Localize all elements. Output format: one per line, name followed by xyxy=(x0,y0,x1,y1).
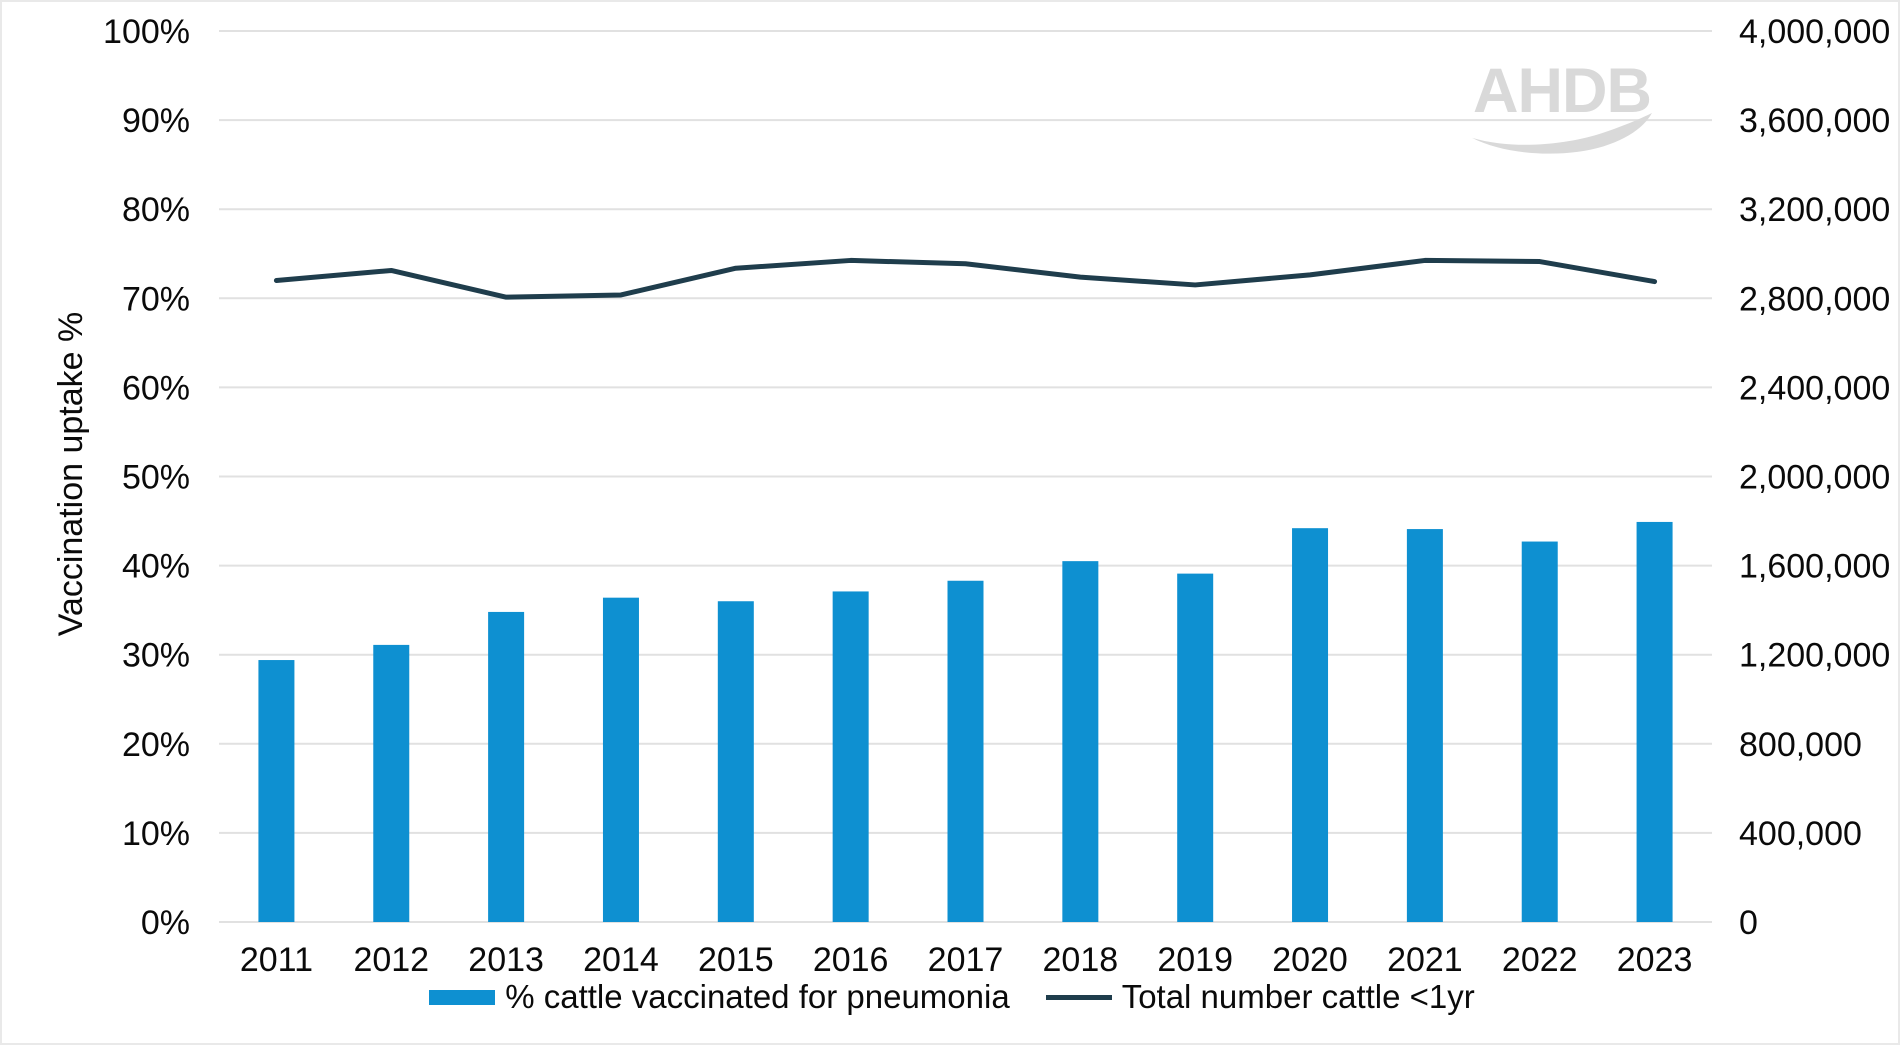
x-axis-label: 2012 xyxy=(353,941,429,979)
right-axis-tick: 400,000 xyxy=(1739,815,1862,853)
left-axis-tick: 60% xyxy=(122,369,190,407)
bar-2023 xyxy=(1636,521,1673,922)
x-axis-label: 2019 xyxy=(1157,941,1233,979)
right-axis-tick: 2,000,000 xyxy=(1739,459,1890,497)
x-axis-label: 2018 xyxy=(1043,941,1119,979)
right-axis-tick: 1,200,000 xyxy=(1739,637,1890,675)
right-axis-tick: 3,200,000 xyxy=(1739,191,1890,229)
bar-2011 xyxy=(258,660,295,922)
legend-item-bars: % cattle vaccinated for pneumonia xyxy=(429,978,1010,1016)
x-axis-label: 2016 xyxy=(813,941,889,979)
ahdb-logo-text: AHDB xyxy=(1473,56,1652,126)
bar-2019 xyxy=(1177,573,1214,922)
legend-line-swatch xyxy=(1045,994,1112,1000)
bar-2018 xyxy=(1062,561,1099,922)
x-axis-label: 2013 xyxy=(468,941,544,979)
x-axis-label: 2014 xyxy=(583,941,659,979)
left-axis-tick: 20% xyxy=(122,726,190,764)
right-axis-tick: 800,000 xyxy=(1739,726,1862,764)
bar-2022 xyxy=(1521,541,1558,922)
right-axis-tick: 4,000,000 xyxy=(1739,13,1890,51)
bar-2021 xyxy=(1406,529,1443,922)
legend: % cattle vaccinated for pneumonia Total … xyxy=(2,978,1898,1016)
ahdb-logo-swoosh-icon xyxy=(1472,113,1652,154)
legend-bar-swatch xyxy=(429,989,496,1005)
legend-line-label: Total number cattle <1yr xyxy=(1121,978,1475,1015)
bar-2013 xyxy=(488,611,525,922)
left-axis-tick: 0% xyxy=(141,904,190,942)
ahdb-logo: AHDB xyxy=(1454,60,1670,157)
right-axis-tick: 2,400,000 xyxy=(1739,369,1890,407)
bar-2015 xyxy=(717,601,754,922)
left-axis-tick: 100% xyxy=(103,13,190,51)
left-axis-tick: 70% xyxy=(122,280,190,318)
right-axis-tick: 0 xyxy=(1739,904,1758,942)
x-axis-label: 2015 xyxy=(698,941,774,979)
x-axis-label: 2011 xyxy=(240,941,313,979)
total-cattle-line xyxy=(273,257,1658,300)
x-axis-label: 2017 xyxy=(928,941,1004,979)
left-axis-tick: 40% xyxy=(122,548,190,586)
left-axis-tick: 30% xyxy=(122,637,190,675)
legend-item-line: Total number cattle <1yr xyxy=(1045,978,1475,1016)
x-axis-label: 2021 xyxy=(1387,941,1463,979)
x-axis-label: 2022 xyxy=(1502,941,1578,979)
legend-bar-label: % cattle vaccinated for pneumonia xyxy=(505,978,1010,1015)
left-axis-tick: 10% xyxy=(122,815,190,853)
bar-2020 xyxy=(1292,528,1329,922)
x-axis-label: 2023 xyxy=(1617,941,1693,979)
right-axis-tick: 3,600,000 xyxy=(1739,102,1890,140)
x-axis-label: 2020 xyxy=(1272,941,1348,979)
left-axis-tick: 50% xyxy=(122,459,190,497)
bar-2014 xyxy=(602,597,639,922)
left-axis-title: Vaccination uptake % xyxy=(52,311,90,637)
bar-2012 xyxy=(373,644,410,922)
left-axis-tick: 80% xyxy=(122,191,190,229)
bar-2017 xyxy=(947,580,984,922)
bar-2016 xyxy=(832,591,869,922)
right-axis-tick: 2,800,000 xyxy=(1739,280,1890,318)
left-axis-tick: 90% xyxy=(122,102,190,140)
right-axis-tick: 1,600,000 xyxy=(1739,548,1890,586)
